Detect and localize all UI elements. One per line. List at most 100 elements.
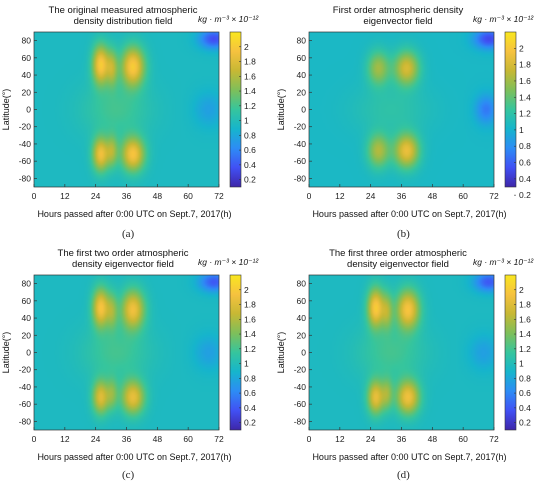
y-tick-label: -20 bbox=[294, 365, 307, 375]
y-tick-label: 20 bbox=[297, 330, 307, 340]
colorbar-tick-label: 1 bbox=[519, 125, 524, 135]
x-tick-label: 0 bbox=[32, 434, 37, 444]
y-axis-label: Latitude(°) bbox=[1, 89, 11, 131]
x-tick-label: 36 bbox=[122, 191, 132, 201]
colorbar-tick-label: 0.8 bbox=[519, 141, 531, 151]
colorbar-tick-label: 1 bbox=[519, 359, 524, 369]
chart-panel-a: The original measured atmospheric densit… bbox=[0, 0, 275, 243]
colorbar-tick-label: 0.2 bbox=[244, 418, 256, 428]
chart-title-line-1: The first three order atmospheric bbox=[329, 248, 467, 259]
colorbar-tick-label: 0.8 bbox=[244, 373, 256, 383]
chart-title-line-1: The first two order atmospheric bbox=[57, 248, 189, 259]
y-tick-label: 40 bbox=[22, 313, 32, 323]
y-tick-label: 60 bbox=[297, 296, 307, 306]
y-tick-label: 80 bbox=[297, 36, 307, 46]
x-tick-label: 60 bbox=[458, 434, 468, 444]
chart-title-line-2: eigenvector field bbox=[363, 16, 433, 27]
chart-title-line-2: density distribution field bbox=[73, 16, 173, 27]
colorbar-tick-label: 0.8 bbox=[244, 130, 256, 140]
colorbar-tick-label: 1.4 bbox=[244, 329, 256, 339]
heatmap-plot: 0 12 24 36 48 60 72806040200-20-40-60-80Hours … bbox=[1, 31, 256, 219]
chart-title: The first three order atmospheric densit… bbox=[293, 248, 503, 270]
y-tick-label: 0 bbox=[26, 105, 31, 115]
colorbar-tick-label: 0.4 bbox=[519, 403, 531, 413]
y-tick-label: 80 bbox=[22, 279, 32, 289]
colorbar-tick-label: 0.6 bbox=[244, 145, 256, 155]
y-tick-label: 40 bbox=[22, 70, 32, 80]
chart-title-line-1: The original measured atmospheric bbox=[48, 5, 198, 16]
colorbar-tick-label: 1.2 bbox=[519, 344, 531, 354]
heatmap-image bbox=[34, 32, 219, 187]
unit-label: kg · m⁻³ × 10⁻¹² bbox=[473, 257, 534, 267]
chart-title-line-1: First order atmospheric density bbox=[332, 5, 464, 16]
y-tick-label: -80 bbox=[294, 173, 307, 183]
y-tick-label: 20 bbox=[22, 87, 32, 97]
chart-panel-d: The first three order atmospheric densit… bbox=[275, 243, 550, 486]
colorbar-tick-label: 1 bbox=[244, 359, 249, 369]
colorbar-tick-label: 1.8 bbox=[244, 300, 256, 310]
y-tick-label: 0 bbox=[301, 348, 306, 358]
colorbar-tick-label: 1.6 bbox=[519, 76, 531, 86]
x-tick-label: 48 bbox=[153, 191, 163, 201]
y-tick-label: 20 bbox=[297, 87, 307, 97]
x-tick-label: 0 bbox=[307, 191, 312, 201]
y-tick-label: 40 bbox=[297, 313, 307, 323]
y-tick-label: 40 bbox=[297, 70, 307, 80]
figure-caption: (c) bbox=[122, 469, 135, 481]
unit-label: kg · m⁻³ × 10⁻¹² bbox=[198, 257, 259, 267]
unit-label: kg · m⁻³ × 10⁻¹² bbox=[198, 14, 259, 24]
y-tick-label: -60 bbox=[294, 156, 307, 166]
y-tick-label: -20 bbox=[294, 122, 307, 132]
y-tick-label: 20 bbox=[22, 330, 32, 340]
heatmap-image bbox=[34, 275, 219, 430]
colorbar-tick-label: 0.2 bbox=[519, 418, 531, 428]
x-tick-label: 36 bbox=[397, 191, 407, 201]
x-axis-label: Hours passed after 0:00 UTC on Sept.7, 2… bbox=[312, 209, 506, 219]
x-tick-label: 72 bbox=[489, 191, 499, 201]
colorbar-tick-label: 1.6 bbox=[244, 314, 256, 324]
y-tick-label: -80 bbox=[19, 416, 32, 426]
colorbar-tick-label: 2 bbox=[519, 285, 524, 295]
heatmap-plot: 0 12 24 36 48 60 72806040200-20-40-60-80Hours … bbox=[276, 274, 531, 462]
colorbar-tick-label: 1.4 bbox=[519, 92, 531, 102]
y-tick-label: 60 bbox=[22, 296, 32, 306]
y-tick-label: 60 bbox=[22, 53, 32, 63]
x-tick-label: 36 bbox=[397, 434, 407, 444]
y-axis-label: Latitude(°) bbox=[276, 332, 286, 374]
y-tick-label: -40 bbox=[19, 139, 32, 149]
y-tick-label: 0 bbox=[301, 105, 306, 115]
x-tick-label: 72 bbox=[214, 434, 224, 444]
y-tick-label: -20 bbox=[19, 365, 32, 375]
chart-title-line-2: density eigenvector field bbox=[72, 259, 174, 270]
x-tick-label: 36 bbox=[122, 434, 132, 444]
colorbar-tick-label: 1.2 bbox=[244, 344, 256, 354]
colorbar-tick-label: 2 bbox=[519, 43, 524, 53]
chart-title: The original measured atmospheric densit… bbox=[18, 5, 228, 27]
colorbar-tick-label: 0.4 bbox=[244, 160, 256, 170]
x-tick-label: 48 bbox=[153, 434, 163, 444]
colorbar-tick-label: 0.6 bbox=[519, 158, 531, 168]
colorbar-tick-label: 0.8 bbox=[519, 373, 531, 383]
x-axis-label: Hours passed after 0:00 UTC on Sept.7, 2… bbox=[37, 209, 231, 219]
y-tick-label: -60 bbox=[19, 399, 32, 409]
chart-panel-c: The first two order atmospheric density … bbox=[0, 243, 275, 486]
y-tick-label: -60 bbox=[294, 399, 307, 409]
x-tick-label: 12 bbox=[335, 434, 345, 444]
x-tick-label: 48 bbox=[428, 191, 438, 201]
x-axis-label: Hours passed after 0:00 UTC on Sept.7, 2… bbox=[312, 452, 506, 462]
x-tick-label: 0 bbox=[32, 191, 37, 201]
y-tick-label: 80 bbox=[297, 279, 307, 289]
y-axis-label: Latitude(°) bbox=[1, 332, 11, 374]
x-tick-label: 24 bbox=[91, 191, 101, 201]
colorbar bbox=[229, 31, 242, 188]
y-tick-label: 0 bbox=[26, 348, 31, 358]
colorbar-tick-label: 1.4 bbox=[519, 329, 531, 339]
chart-title-line-2: density eigenvector field bbox=[347, 259, 449, 270]
heatmap-image bbox=[309, 275, 494, 430]
x-tick-label: 0 bbox=[307, 434, 312, 444]
y-tick-label: 80 bbox=[22, 36, 32, 46]
colorbar-tick-label: 0.2 bbox=[519, 190, 531, 200]
chart-panel-b: First order atmospheric density eigenvec… bbox=[275, 0, 550, 243]
colorbar-tick-label: 1.2 bbox=[244, 101, 256, 111]
figure-caption: (d) bbox=[397, 469, 410, 481]
